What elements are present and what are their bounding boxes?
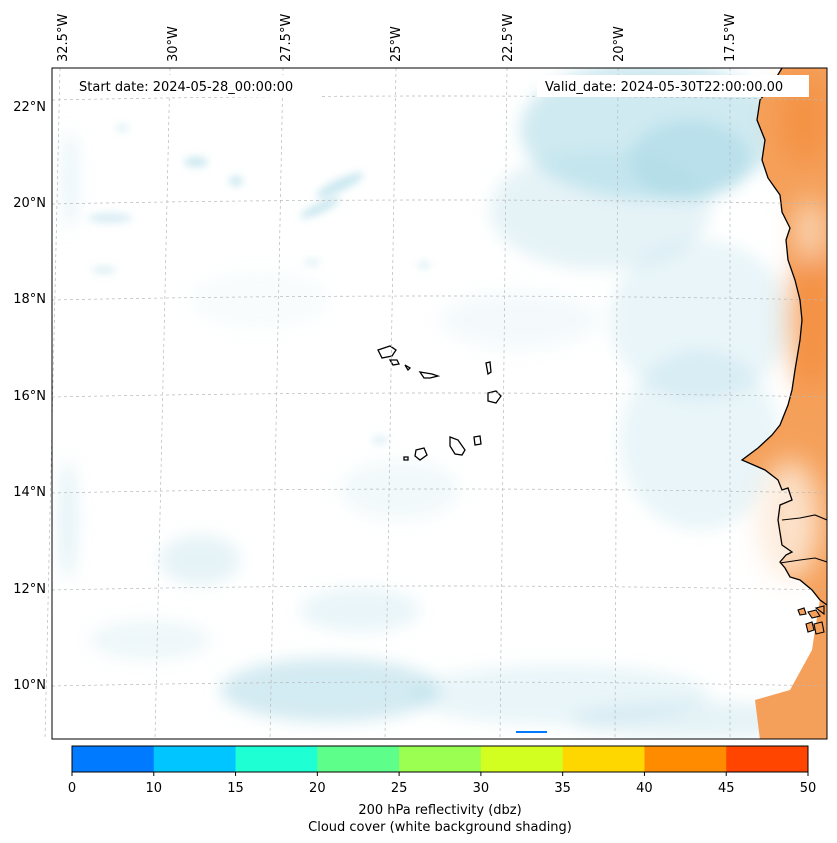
colorbar-segment xyxy=(235,746,318,772)
longitude-labels: 32.5°W 30°W 27.5°W 25°W 22.5°W 20°W 17.5… xyxy=(56,14,738,62)
lon-label-17-5w: 17.5°W xyxy=(723,14,738,62)
lon-label-20w: 20°W xyxy=(612,26,627,62)
map-frame xyxy=(51,67,828,740)
colorbar-segment xyxy=(726,746,809,772)
lat-label-10n: 10°N xyxy=(13,678,46,693)
colorbar-label-reflectivity: 200 hPa reflectivity (dbz) xyxy=(358,803,521,818)
colorbar-tick-label: 30 xyxy=(473,781,490,796)
cloud-streaks xyxy=(88,125,430,444)
colorbar-label-cloud-cover: Cloud cover (white background shading) xyxy=(308,820,572,835)
lat-label-20n: 20°N xyxy=(13,196,46,211)
lat-label-12n: 12°N xyxy=(13,582,46,597)
start-date-box xyxy=(70,75,320,97)
colorbar-segment xyxy=(562,746,645,772)
colorbar-tick-label: 50 xyxy=(800,781,817,796)
colorbar-segment xyxy=(644,746,727,772)
cape-verde-islands xyxy=(377,345,502,461)
colorbar-frame xyxy=(71,745,809,773)
colorbar: 0 10 15 20 25 30 35 40 45 50 xyxy=(68,745,817,796)
valid-date-box xyxy=(537,75,809,97)
lon-label-25w: 25°W xyxy=(389,26,404,62)
start-date-label: Start date: 2024-05-28_00:00:00 xyxy=(79,80,293,95)
reflectivity-mark xyxy=(516,731,547,733)
lon-label-32-5w: 32.5°W xyxy=(56,14,71,62)
land-shading xyxy=(760,75,827,580)
latitude-labels: 22°N 20°N 18°N 16°N 14°N 12°N 10°N xyxy=(13,100,46,693)
colorbar-segment xyxy=(399,746,482,772)
valid-date-label: Valid_date: 2024-05-30T22:00:00.00 xyxy=(545,80,783,95)
cloud-cover-shading xyxy=(60,68,827,738)
colorbar-segment xyxy=(317,746,400,772)
lon-label-27-5w: 27.5°W xyxy=(279,14,294,62)
lat-label-16n: 16°N xyxy=(13,389,46,404)
colorbar-tick-label: 0 xyxy=(68,781,76,796)
colorbar-tick-label: 10 xyxy=(146,781,163,796)
river-estuary xyxy=(779,514,827,564)
colorbar-tick-label: 35 xyxy=(554,781,571,796)
lon-label-22-5w: 22.5°W xyxy=(501,14,516,62)
colorbar-tick-label: 45 xyxy=(718,781,735,796)
colorbar-tick-label: 20 xyxy=(309,781,326,796)
colorbar-tick-label: 15 xyxy=(227,781,244,796)
colorbar-segment xyxy=(72,746,155,772)
colorbar-segment xyxy=(153,746,237,772)
africa-coastline xyxy=(740,68,827,606)
lat-label-14n: 14°N xyxy=(13,485,46,500)
lat-label-22n: 22°N xyxy=(13,100,46,115)
lat-label-18n: 18°N xyxy=(13,292,46,307)
bijagos-islands xyxy=(797,605,825,635)
lon-label-30w: 30°W xyxy=(166,26,181,62)
gridlines xyxy=(44,67,828,740)
colorbar-segment xyxy=(480,746,564,772)
colorbar-tick-label: 40 xyxy=(636,781,653,796)
colorbar-tick-label: 25 xyxy=(391,781,408,796)
